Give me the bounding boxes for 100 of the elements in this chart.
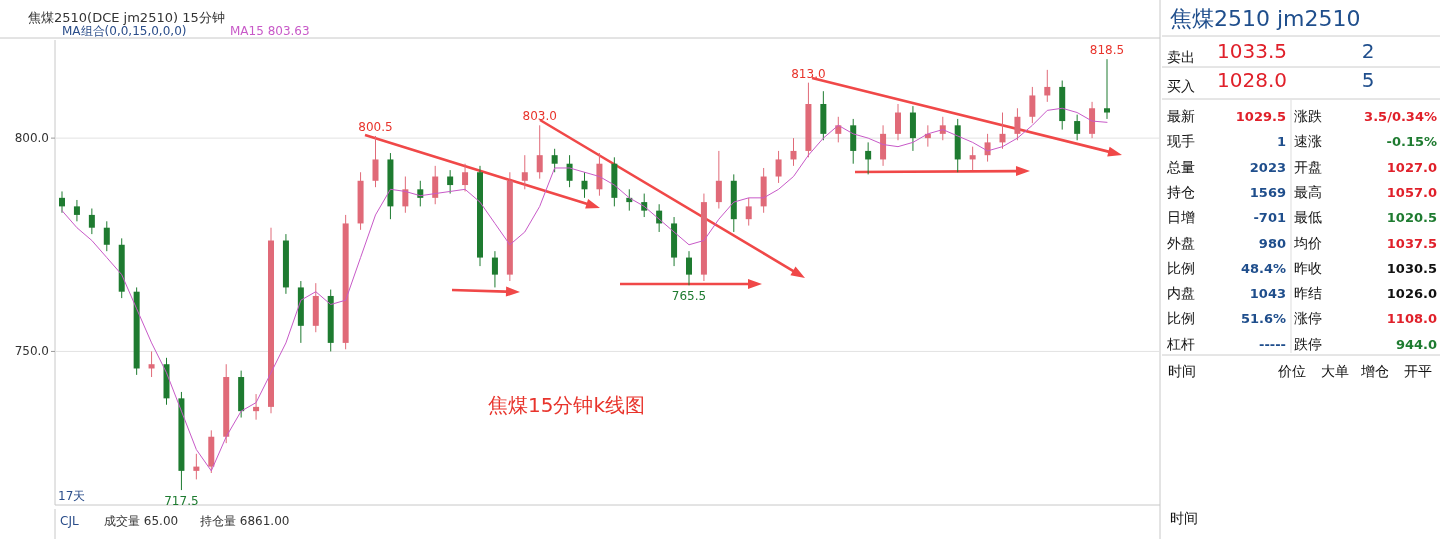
annotation: 818.5 — [1089, 43, 1125, 58]
text: 48.4% — [1240, 260, 1286, 276]
text: 5 — [1361, 68, 1375, 92]
text: 比例 — [1167, 310, 1195, 327]
text: 1043 — [1249, 286, 1286, 302]
text: 持仓 — [1167, 183, 1195, 200]
text: 1028.0 — [1217, 68, 1287, 92]
text: 持仓量 6861.00 — [200, 514, 290, 528]
candlestick — [865, 141, 872, 175]
candlestick — [536, 124, 543, 180]
text: 杠杆 — [1166, 335, 1195, 352]
candlestick — [447, 169, 454, 195]
text: 比例 — [1167, 259, 1195, 276]
candlestick — [491, 250, 498, 288]
text: 总量 — [1166, 158, 1195, 175]
candlestick — [745, 197, 752, 227]
text: -0.15% — [1386, 134, 1437, 150]
candlestick — [1044, 69, 1051, 103]
candlestick — [790, 137, 797, 167]
candlestick — [103, 220, 110, 252]
text: 1037.5 — [1386, 235, 1437, 251]
text: 昨结 — [1294, 285, 1322, 302]
text: 3.5/0.34% — [1364, 109, 1437, 124]
chart-title: 焦煤2510(DCE jm2510) 15分钟 — [28, 10, 225, 25]
text: MA15 803.63 — [230, 24, 310, 38]
text: 开平 — [1404, 363, 1432, 379]
text: 最低 — [1294, 209, 1322, 226]
chart-subtitle: MA组合(0,0,15,0,0,0) — [62, 24, 187, 38]
annotation: 717.5 — [164, 494, 199, 509]
text: 速涨 — [1294, 133, 1322, 150]
candlestick — [59, 190, 65, 214]
candlestick — [417, 180, 424, 207]
candlestick — [1074, 114, 1081, 141]
text: 内盘 — [1167, 285, 1195, 302]
text: 日增 — [1167, 209, 1195, 226]
text: 涨停 — [1294, 310, 1322, 327]
text: 1029.5 — [1235, 109, 1286, 124]
text: 开盘 — [1294, 158, 1322, 175]
text: 均价 — [1293, 234, 1322, 251]
candlestick — [1104, 58, 1110, 120]
candlestick — [581, 171, 588, 199]
text: 卖出 — [1167, 49, 1195, 65]
text: 1033.5 — [1217, 39, 1287, 63]
y-tick-label: 750.0 — [14, 344, 49, 359]
text: 1057.0 — [1386, 184, 1437, 200]
text: 时间 — [1168, 363, 1196, 379]
candlestick — [462, 163, 469, 192]
text: 1 — [1276, 134, 1286, 150]
text: 最高 — [1294, 183, 1322, 200]
line-series — [61, 107, 1108, 472]
y-tick-label: 800.0 — [14, 131, 49, 146]
candlestick — [402, 176, 409, 214]
text: 1108.0 — [1386, 311, 1437, 327]
text: -701 — [1253, 210, 1286, 226]
text: 1020.5 — [1386, 210, 1437, 226]
candlestick — [148, 350, 155, 378]
text: 涨跌 — [1294, 108, 1322, 124]
text: 944.0 — [1395, 336, 1437, 352]
candlestick — [775, 150, 782, 184]
annotation: 765.5 — [671, 289, 707, 304]
text: ----- — [1259, 336, 1286, 352]
text: 昨收 — [1294, 259, 1322, 276]
text: 51.6% — [1240, 311, 1286, 327]
candlestick — [999, 112, 1006, 150]
text: 增仓 — [1360, 363, 1389, 379]
candlestick — [551, 148, 558, 173]
candlestick — [984, 133, 991, 163]
text: 买入 — [1167, 78, 1195, 94]
annotation: 800.5 — [358, 119, 393, 134]
candlestick — [686, 250, 692, 286]
text: 焦煤2510 jm2510 — [1170, 6, 1361, 31]
text: 2 — [1361, 39, 1375, 63]
candlestick — [521, 154, 528, 190]
candlestick — [895, 103, 901, 141]
text: 现手 — [1167, 133, 1195, 150]
annotation: 803.0 — [522, 109, 557, 124]
text: 时间 — [1170, 510, 1198, 526]
text: 1569 — [1249, 184, 1286, 200]
candlestick — [73, 199, 80, 222]
candlestick — [253, 393, 260, 421]
annotation: 813.0 — [791, 66, 826, 81]
text: 跌停 — [1294, 335, 1322, 352]
candlestick — [969, 146, 976, 171]
text: 大单 — [1321, 363, 1349, 379]
text: 外盘 — [1167, 234, 1195, 251]
text: 980 — [1258, 235, 1286, 251]
annotation: 焦煤15分钟k线图 — [488, 393, 646, 417]
candlestick — [88, 208, 95, 235]
annotation: 17天 — [58, 489, 86, 503]
candlestick — [193, 453, 200, 480]
candlestick — [1029, 86, 1036, 124]
text: 1026.0 — [1386, 286, 1437, 302]
text: CJL — [60, 514, 79, 528]
text: 2023 — [1249, 159, 1286, 175]
text: 1027.0 — [1386, 159, 1437, 175]
text: 最新 — [1167, 108, 1195, 124]
text: 1030.5 — [1386, 260, 1437, 276]
text: 价位 — [1277, 363, 1306, 379]
candlestick — [1014, 107, 1021, 141]
candlestick — [372, 135, 379, 188]
